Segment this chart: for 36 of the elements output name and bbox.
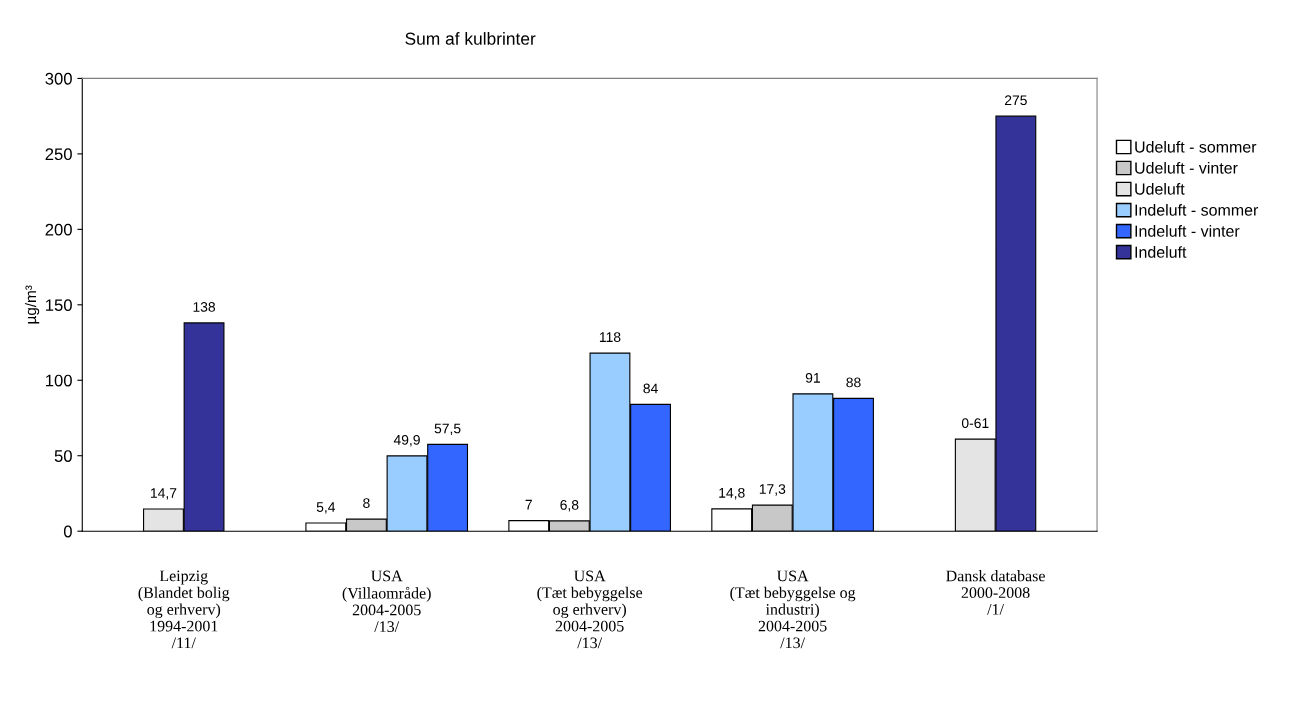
data-label: 5,4: [316, 502, 336, 514]
y-tick-label: 150: [46, 299, 72, 312]
x-tick-label: Dansk database 2000-2008 /1/: [946, 570, 1045, 615]
data-label: 91: [805, 372, 820, 383]
y-tick-label: 50: [54, 450, 72, 462]
data-label: 0-61: [961, 418, 989, 429]
data-label: 49,9: [393, 434, 420, 447]
data-label: 275: [1004, 95, 1027, 106]
x-tick-label: USA (Tæt bebyggelse og erhverv) 2004-2005 /13/: [537, 570, 643, 649]
legend-label: Indeluft: [1135, 246, 1187, 258]
data-label: 57,5: [434, 423, 461, 435]
legend-label: Udeluft: [1135, 182, 1185, 195]
data-label: 84: [643, 383, 658, 394]
y-tick-label: 100: [46, 374, 72, 387]
legend-label: Udeluft - sommer: [1135, 140, 1257, 153]
data-label: 118: [599, 332, 621, 343]
data-label: 8: [363, 498, 370, 509]
y-tick-label: 250: [45, 148, 72, 161]
chart-title: Sum af kulbrinter: [405, 32, 536, 45]
data-label: 14,8: [719, 487, 745, 500]
y-tick-label: 0: [63, 525, 72, 538]
x-tick-label: USA (Villaområde) 2004-2005 /13/: [342, 570, 431, 632]
data-label: 6,8: [560, 500, 579, 512]
legend-label: Udeluft - vinter: [1135, 161, 1238, 174]
data-label: 138: [193, 302, 216, 312]
data-label: 14,7: [151, 488, 177, 500]
data-label: 7: [525, 499, 532, 510]
legend-label: Indeluft - vinter: [1135, 225, 1240, 237]
x-tick-label: Leipzig (Blandet bolig og erhverv) 1994-2001 /11/: [138, 570, 230, 649]
y-tick-label: 200: [45, 223, 72, 236]
legend-label: Indeluft - sommer: [1135, 204, 1259, 216]
data-label: 88: [846, 377, 861, 388]
x-tick-label: USA (Tæt bebyggelse og industri) 2004-2005 /13/: [730, 570, 856, 649]
y-tick-label: 300: [45, 72, 72, 85]
data-label: 17,3: [759, 484, 786, 496]
y-axis-title: µg/m³: [24, 285, 40, 324]
